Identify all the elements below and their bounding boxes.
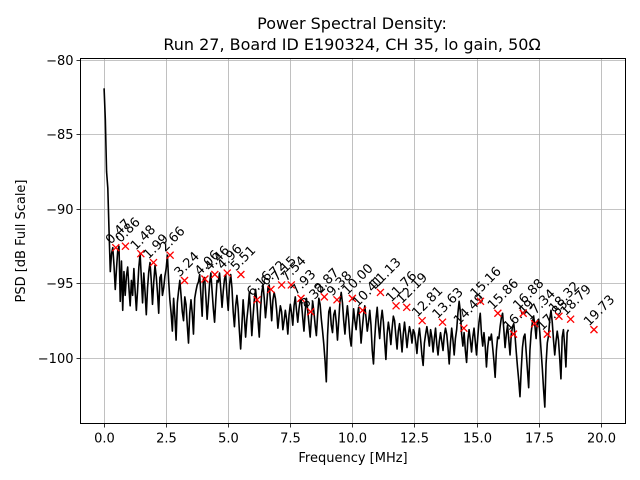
peak-marker: [554, 312, 563, 321]
peak-marker: [277, 280, 286, 289]
x-tick-label: 15.0: [463, 432, 492, 447]
peak-marker: [111, 243, 120, 252]
peak-marker: [297, 294, 305, 303]
y-tick-label: −100: [38, 352, 74, 367]
peak-marker: [149, 258, 158, 267]
x-axis-ticks: 0.0 2.5 5.0 7.5 10.0 12.5 15.0 17.5 20.0: [94, 423, 616, 447]
x-axis-label: Frequency [MHz]: [298, 451, 407, 466]
peak-marker: [200, 275, 209, 283]
peak-marker: [543, 330, 552, 339]
peak-marker: [320, 292, 329, 301]
peak-marker: [253, 295, 261, 304]
peak-marker: [223, 269, 232, 277]
axes-frame: [80, 58, 626, 424]
peak-marker: [210, 270, 219, 279]
peak-marker: [333, 295, 341, 304]
y-tick-label: −80: [46, 54, 73, 69]
peak-marker: [121, 242, 130, 251]
peak-marker: [509, 330, 518, 339]
x-tick-label: 0.0: [94, 432, 115, 447]
peak-marker: [566, 315, 575, 324]
x-tick-label: 10.0: [338, 432, 367, 447]
peak-marker: [136, 249, 145, 258]
peak-marker: [376, 288, 385, 297]
peak-marker: [392, 301, 401, 310]
peak-marker: [287, 280, 296, 289]
y-tick-label: −95: [46, 277, 73, 292]
peak-marker: [459, 324, 468, 333]
peak-marker: [590, 325, 598, 334]
y-axis-ticks: −80 −85 −90 −95 −100: [38, 54, 81, 367]
peak-marker: [180, 276, 189, 285]
peak-marker: [438, 318, 447, 327]
peak-marker: [418, 316, 427, 325]
peak-marker: [358, 306, 367, 315]
peak-marker: [236, 270, 245, 279]
x-tick-label: 20.0: [587, 432, 616, 447]
peak-marker: [306, 307, 315, 316]
peak-marker: [493, 309, 502, 318]
peak-marker: [519, 309, 528, 318]
peak-marker: [476, 297, 485, 306]
y-tick-label: −90: [46, 203, 73, 218]
peak-marker: [166, 251, 175, 260]
x-tick-label: 7.5: [280, 432, 301, 447]
x-tick-label: 12.5: [400, 432, 429, 447]
series-line-psd: [103, 88, 570, 408]
y-tick-label: −85: [46, 128, 73, 143]
grid: [80, 58, 626, 424]
peak-marker: [530, 319, 539, 328]
x-tick-label: 2.5: [156, 432, 177, 447]
y-axis-label: PSD [dB Full Scale]: [14, 179, 29, 302]
peak-marker: [348, 294, 357, 303]
x-tick-label: 5.0: [218, 432, 239, 447]
chart-title-line1: Power Spectral Density:: [257, 14, 447, 33]
series-layer: [103, 88, 570, 408]
chart-title-line2: Run 27, Board ID E190324, CH 35, lo gain…: [163, 35, 540, 54]
x-tick-label: 17.5: [525, 432, 554, 447]
peak-marker: [266, 285, 275, 294]
peak-marker: [402, 303, 411, 312]
